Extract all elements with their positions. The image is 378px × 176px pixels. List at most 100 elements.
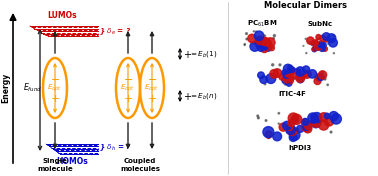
Circle shape (291, 114, 302, 124)
Circle shape (260, 42, 266, 48)
Circle shape (324, 37, 329, 42)
Circle shape (268, 136, 270, 139)
Circle shape (257, 44, 264, 51)
Circle shape (266, 40, 271, 46)
Circle shape (314, 40, 318, 44)
Circle shape (265, 38, 275, 47)
Text: } $\delta_h$ = ?: } $\delta_h$ = ? (99, 143, 132, 153)
Circle shape (264, 83, 266, 85)
Circle shape (258, 72, 264, 78)
Circle shape (311, 117, 321, 127)
Circle shape (265, 39, 270, 44)
Text: $E_{opt}$: $E_{opt}$ (48, 82, 62, 94)
Circle shape (316, 34, 321, 40)
Circle shape (284, 76, 290, 83)
Circle shape (278, 123, 279, 124)
Circle shape (244, 43, 245, 45)
Circle shape (260, 76, 267, 83)
Circle shape (286, 126, 292, 132)
Circle shape (308, 113, 318, 123)
Text: $-$: $-$ (123, 73, 133, 83)
Circle shape (273, 132, 282, 141)
Circle shape (284, 64, 293, 73)
Circle shape (285, 84, 286, 85)
Circle shape (266, 46, 271, 51)
Circle shape (260, 38, 267, 45)
Circle shape (288, 76, 290, 78)
Circle shape (321, 71, 324, 73)
Circle shape (319, 36, 325, 42)
Circle shape (302, 122, 310, 130)
Text: $E_{opt}$: $E_{opt}$ (121, 82, 135, 94)
Text: Energy: Energy (2, 73, 11, 103)
Circle shape (290, 69, 299, 78)
Text: Single
molecule: Single molecule (37, 159, 73, 172)
Circle shape (269, 45, 274, 51)
Circle shape (330, 131, 332, 133)
Circle shape (319, 113, 328, 122)
Circle shape (261, 37, 269, 46)
Circle shape (319, 120, 329, 130)
Circle shape (301, 119, 308, 125)
Circle shape (293, 128, 298, 133)
Text: PC$_{61}$BM: PC$_{61}$BM (247, 19, 277, 29)
Circle shape (327, 84, 328, 86)
Circle shape (302, 122, 311, 132)
Circle shape (265, 120, 267, 121)
Circle shape (311, 41, 315, 45)
Circle shape (296, 69, 301, 74)
Circle shape (300, 74, 305, 79)
Circle shape (302, 66, 310, 73)
Circle shape (312, 112, 322, 123)
Circle shape (327, 34, 336, 43)
Circle shape (264, 35, 265, 36)
Circle shape (315, 74, 323, 81)
Circle shape (312, 40, 318, 46)
Circle shape (310, 119, 316, 125)
Circle shape (333, 35, 335, 37)
Circle shape (265, 131, 272, 138)
Circle shape (260, 45, 268, 53)
Text: SubNc: SubNc (307, 21, 333, 27)
Circle shape (312, 116, 321, 125)
Text: Coupled
molecules: Coupled molecules (120, 159, 160, 172)
Circle shape (287, 65, 293, 71)
Circle shape (294, 78, 295, 79)
Circle shape (282, 75, 291, 84)
Circle shape (261, 77, 263, 78)
Circle shape (328, 43, 329, 44)
Circle shape (287, 74, 294, 81)
Circle shape (321, 42, 326, 48)
Circle shape (266, 74, 276, 83)
Circle shape (318, 41, 325, 48)
Circle shape (253, 31, 254, 32)
Circle shape (323, 48, 324, 49)
Circle shape (282, 70, 287, 75)
Circle shape (324, 117, 334, 126)
Circle shape (312, 49, 313, 50)
Circle shape (293, 126, 294, 128)
Text: $E_{fund}$: $E_{fund}$ (23, 82, 42, 94)
Circle shape (317, 73, 324, 80)
Circle shape (319, 45, 325, 51)
Circle shape (271, 47, 272, 48)
Circle shape (322, 35, 324, 37)
Circle shape (256, 41, 263, 48)
Circle shape (273, 37, 274, 39)
Text: $+$: $+$ (183, 90, 192, 102)
Circle shape (319, 71, 327, 79)
Circle shape (273, 69, 282, 77)
Circle shape (254, 31, 264, 40)
Circle shape (244, 44, 245, 45)
Circle shape (305, 38, 306, 39)
Circle shape (297, 125, 304, 132)
Circle shape (297, 77, 304, 83)
Text: $-$: $-$ (147, 73, 157, 83)
Circle shape (257, 117, 259, 119)
Circle shape (253, 43, 254, 44)
Text: hPDI3: hPDI3 (288, 145, 311, 151)
Circle shape (265, 50, 267, 51)
Text: HOMOs: HOMOs (56, 158, 88, 166)
Circle shape (263, 127, 274, 137)
Circle shape (290, 124, 292, 126)
